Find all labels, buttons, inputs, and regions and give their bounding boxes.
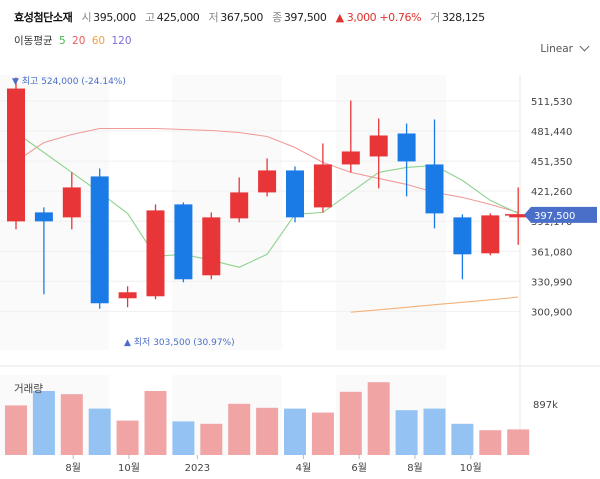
low-value: 367,500 — [220, 11, 263, 24]
y-tick-label: 511,530 — [531, 97, 572, 108]
scale-dropdown-label: Linear — [540, 43, 573, 55]
volume-axis-label: 897k — [533, 400, 558, 411]
volume-bar[interactable] — [32, 391, 55, 455]
ma-5-label[interactable]: 5 — [58, 35, 66, 47]
candle-body[interactable] — [481, 215, 500, 254]
candle-body[interactable] — [146, 210, 165, 297]
open-value: 395,000 — [93, 11, 136, 24]
x-tick-label: 8월 — [65, 462, 81, 474]
volume-bar[interactable] — [479, 430, 502, 455]
volume-bar[interactable] — [88, 408, 111, 455]
price-change: ▲ 3,000 +0.76% — [335, 11, 422, 24]
candle-body[interactable] — [425, 164, 444, 214]
candle-body[interactable] — [258, 170, 277, 193]
x-tick-label: 8월 — [407, 462, 423, 474]
candle-body[interactable] — [202, 217, 221, 276]
min-price-annotation: ▲ 최저 303,500 (30.97%) — [124, 337, 235, 348]
volume-bar[interactable] — [339, 391, 362, 455]
close-label: 종 — [272, 11, 282, 24]
candle-body[interactable] — [7, 88, 25, 222]
candle-body[interactable] — [509, 214, 528, 218]
volume-bar[interactable] — [367, 382, 390, 455]
candle-body[interactable] — [369, 135, 388, 157]
ma-60-line — [350, 296, 519, 313]
candle-body[interactable] — [341, 151, 360, 165]
volume-bar[interactable] — [395, 410, 418, 455]
y-tick-label: 421,260 — [531, 187, 572, 198]
volume-bar[interactable] — [144, 391, 167, 455]
high-label: 고 — [144, 11, 155, 24]
ma-120-label[interactable]: 120 — [111, 35, 132, 47]
x-tick-label: 10월 — [118, 462, 140, 474]
x-tick-label: 10월 — [460, 462, 482, 474]
close-value: 397,500 — [283, 11, 327, 24]
volume-bar[interactable] — [116, 420, 139, 455]
volume-bar[interactable] — [256, 407, 279, 455]
stock-name: 효성첨단소재 — [14, 11, 73, 24]
moving-average-legend: 이동평균 5 20 60 120 — [14, 33, 135, 48]
volume-bar[interactable] — [200, 423, 223, 455]
current-price-label: 397,500 — [534, 211, 575, 222]
x-tick-label: 2023 — [185, 463, 210, 474]
y-tick-label: 330,990 — [531, 277, 572, 288]
volume-section-label: 거래량 — [14, 383, 43, 395]
y-tick-label: 300,900 — [531, 307, 572, 318]
ma-legend-title: 이동평균 — [14, 35, 53, 47]
ma-60-label[interactable]: 60 — [91, 35, 106, 47]
volume-value: 328,125 — [441, 11, 485, 24]
candle-body[interactable] — [34, 212, 53, 222]
volume-bar[interactable] — [228, 403, 251, 455]
scale-dropdown[interactable]: Linear — [540, 41, 590, 55]
volume-bar[interactable] — [172, 421, 195, 455]
volume-label: 거 — [430, 11, 440, 24]
volume-bar[interactable] — [5, 405, 27, 455]
open-label: 시 — [81, 11, 92, 24]
high-value: 425,000 — [156, 11, 200, 24]
x-tick-label: 4월 — [296, 462, 312, 474]
y-tick-label: 451,350 — [531, 157, 572, 168]
candle-body[interactable] — [453, 217, 472, 255]
volume-bar[interactable] — [311, 412, 334, 455]
candle-body[interactable] — [118, 292, 137, 299]
y-tick-label: 481,440 — [531, 127, 572, 138]
candle-body[interactable] — [90, 176, 109, 304]
volume-bar[interactable] — [423, 408, 446, 455]
stock-summary-header: 효성첨단소재 시 395,000 고 425,000 저 367,500 종 397,5… — [14, 9, 491, 25]
low-label: 저 — [208, 11, 219, 24]
candle-body[interactable] — [62, 187, 81, 218]
current-price-tag — [524, 206, 597, 223]
candle-body[interactable] — [397, 133, 416, 162]
volume-bar[interactable] — [60, 394, 83, 455]
ma-20-label[interactable]: 20 — [72, 35, 86, 47]
candle-body[interactable] — [174, 204, 193, 280]
volume-bar[interactable] — [451, 423, 474, 455]
volume-bar[interactable] — [507, 429, 530, 455]
candle-body[interactable] — [313, 164, 332, 208]
volume-bar[interactable] — [284, 408, 306, 455]
x-tick-label: 6월 — [351, 462, 367, 474]
max-price-annotation: ▼ 최고 524,000 (-24.14%) — [12, 76, 126, 87]
candle-body[interactable] — [230, 192, 249, 219]
y-tick-label: 361,080 — [531, 247, 572, 258]
candle-body[interactable] — [286, 170, 304, 218]
